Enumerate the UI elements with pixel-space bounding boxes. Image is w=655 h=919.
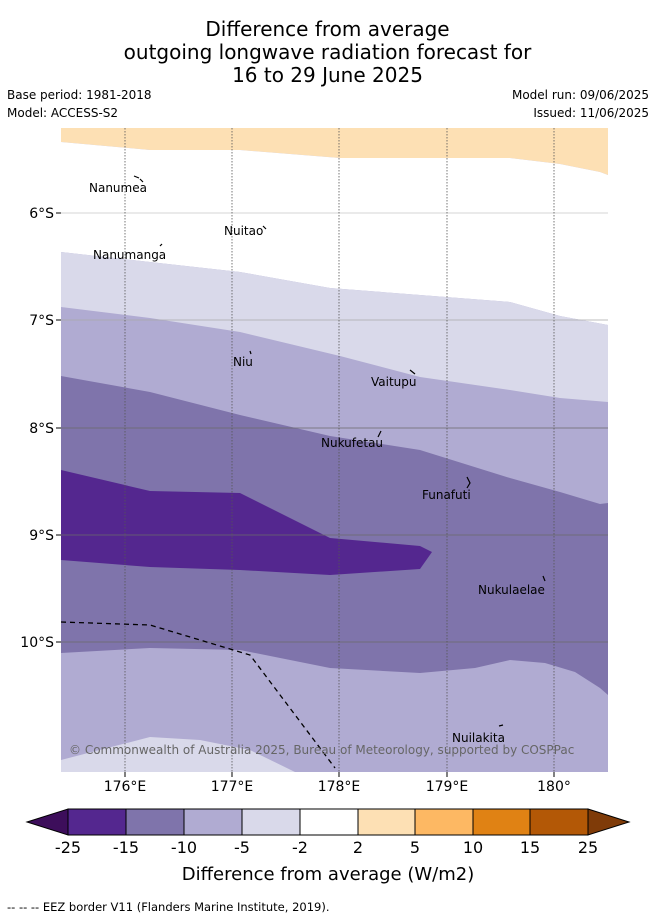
- colorbar-label: -15: [113, 838, 139, 857]
- band-neutral: [61, 142, 608, 325]
- island-label-niu: Niu: [233, 355, 253, 369]
- band-minus2-south: [61, 737, 295, 772]
- colorbar-label: -5: [234, 838, 250, 857]
- lon-axis: 176°E 177°E 178°E 179°E 180°: [104, 772, 571, 795]
- nuitao-island: [262, 225, 267, 230]
- colorbar-labels: -25 -15 -10 -5 -2 2 5 10 15 25 Differenc…: [55, 838, 598, 885]
- gridlines: [61, 128, 608, 772]
- colorbar-segment: [529, 808, 589, 836]
- nuilakita-island: [498, 724, 504, 727]
- map-area: [61, 128, 608, 772]
- colorbar-label: -2: [292, 838, 308, 857]
- colorbar-segment: [241, 808, 301, 836]
- niu-island: [249, 350, 252, 355]
- eez-footnote: -- -- -- EEZ border V11 (Flanders Marine…: [7, 900, 330, 914]
- island-label-nuilakita: Nuilakita: [452, 731, 505, 745]
- colorbar-segment: [357, 808, 416, 836]
- island-label-funafuti: Funafuti: [422, 488, 471, 502]
- lat-label-7s: 7°S: [29, 313, 54, 329]
- lon-label-179e: 179°E: [426, 779, 469, 795]
- nanumanga-island: [159, 243, 163, 247]
- colorbar-segment: [183, 808, 243, 836]
- funafuti-island: [466, 476, 471, 489]
- lat-label-8s: 8°S: [29, 421, 54, 437]
- copyright-notice: © Commonwealth of Australia 2025, Bureau…: [69, 743, 574, 757]
- colorbar-left-arrow: [25, 808, 69, 836]
- island-labels: Nanumea Nuitao Nanumanga Niu Vaitupu Nuk…: [89, 181, 545, 745]
- issued-date: Issued: 11/06/2025: [533, 106, 649, 120]
- colorbar-label: -25: [55, 838, 81, 857]
- colorbar-segment: [67, 808, 127, 836]
- band-plus2: [61, 128, 608, 175]
- nukulaelae-island: [542, 575, 546, 582]
- model-name: Model: ACCESS-S2: [7, 106, 119, 120]
- island-label-nanumea: Nanumea: [89, 181, 147, 195]
- island-label-nuitao: Nuitao: [224, 224, 263, 238]
- colorbar-label: 10: [463, 838, 483, 857]
- base-period: Base period: 1981-2018: [7, 88, 152, 102]
- colorbar: [25, 808, 631, 836]
- lon-label-176e: 176°E: [104, 779, 147, 795]
- vaitupu-island: [409, 369, 416, 375]
- title-line-2: outgoing longwave radiation forecast for: [123, 40, 532, 64]
- nukufetau-island: [377, 430, 382, 438]
- island-label-nukulaelae: Nukulaelae: [478, 583, 545, 597]
- colorbar-segment: [125, 808, 185, 836]
- colorbar-label: -10: [171, 838, 197, 857]
- colorbar-label: 25: [578, 838, 598, 857]
- band-minus10: [61, 376, 608, 695]
- eez-border: [60, 621, 336, 769]
- colorbar-label: 15: [520, 838, 540, 857]
- lon-label-178e: 178°E: [318, 779, 361, 795]
- title-line-1: Difference from average: [205, 17, 450, 41]
- model-run: Model run: 09/06/2025: [511, 88, 649, 102]
- island-label-vaitupu: Vaitupu: [371, 375, 417, 389]
- lon-label-180: 180°: [537, 779, 571, 795]
- lat-label-6s: 6°S: [29, 206, 54, 222]
- nanumea-island: [133, 175, 144, 183]
- lat-label-10s: 10°S: [20, 635, 54, 651]
- colorbar-label: 2: [353, 838, 363, 857]
- colorbar-segment: [472, 808, 531, 836]
- island-label-nukufetau: Nukufetau: [321, 436, 383, 450]
- lon-label-177e: 177°E: [211, 779, 254, 795]
- colorbar-segment: [414, 808, 474, 836]
- band-minus2: [61, 252, 608, 402]
- colorbar-segment: [299, 808, 359, 836]
- colorbar-title: Difference from average (W/m2): [182, 864, 474, 885]
- island-shapes: [133, 175, 546, 727]
- lat-axis: 6°S 7°S 8°S 9°S 10°S: [20, 206, 61, 651]
- island-label-nanumanga: Nanumanga: [93, 248, 166, 262]
- colorbar-label: 5: [410, 838, 420, 857]
- lat-label-9s: 9°S: [29, 528, 54, 544]
- colorbar-right-arrow: [587, 808, 631, 836]
- title-line-3: 16 to 29 June 2025: [232, 63, 423, 87]
